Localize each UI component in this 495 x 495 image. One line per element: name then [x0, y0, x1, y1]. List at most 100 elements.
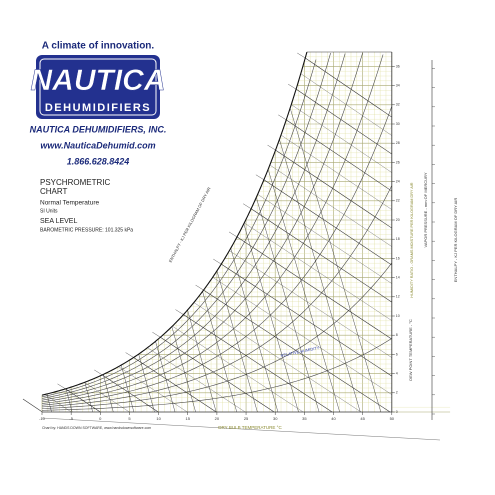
y-tick-label: 2: [396, 391, 398, 395]
x-tick-label: 50: [390, 416, 395, 421]
enthalpy-line: [84, 382, 130, 413]
enthalpy-line: [193, 302, 362, 413]
enthalpy-line: [236, 236, 392, 340]
enthalpy-line: [280, 134, 392, 210]
phone: 1.866.628.8424: [67, 156, 130, 166]
volume-line: [243, 223, 299, 413]
x-tick-label: 15: [186, 416, 191, 421]
enthalpy-scale-line: [243, 203, 252, 209]
enthalpy-line: [172, 326, 304, 413]
x-tick-label: 30: [273, 416, 278, 421]
enthalpy-line: [160, 336, 275, 413]
y-tick-label: 14: [396, 276, 400, 280]
company: NAUTICA DEHUMIDIFIERS, INC.: [30, 124, 167, 134]
x-tick-label: 35: [302, 416, 307, 421]
x-tick-label: 25: [244, 416, 249, 421]
volume-line: [65, 388, 73, 413]
enthalpy-scale-line: [175, 309, 184, 315]
enthalpy-scale-line: [297, 52, 306, 59]
logo-brand: NAUTICA: [31, 64, 166, 97]
volume-line: [155, 341, 176, 413]
rh-curve: [41, 106, 393, 406]
enthalpy-scale-line: [125, 352, 134, 358]
enthalpy-line: [295, 88, 392, 155]
rh-curve: [41, 52, 363, 403]
units: SI Units: [40, 208, 58, 214]
rh-curve: [41, 185, 393, 408]
enthalpy-scale-line: [228, 231, 238, 238]
enthalpy-line: [229, 250, 392, 358]
vapor-pressure-label: VAPOR PRESSURE - mm OF MERCURY: [423, 172, 428, 247]
enthalpy-scale-line: [57, 383, 66, 390]
enthalpy-line: [291, 104, 392, 173]
enthalpy-line: [300, 73, 392, 136]
enthalpy-line: [65, 388, 101, 413]
y-tick-label: 36: [396, 64, 400, 68]
volume-line: [256, 197, 320, 413]
enthalpy-line: [118, 366, 188, 413]
rh-curve: [41, 54, 384, 404]
enthalpy-line: [250, 208, 392, 303]
website: www.NauticaDehumid.com: [40, 140, 155, 150]
volume-line: [46, 393, 52, 413]
logo-border: [39, 58, 157, 116]
y-tick-label: 34: [396, 84, 400, 88]
chart-title: PSYCHROMETRIC: [40, 178, 110, 187]
y-tick-label: 4: [396, 372, 398, 376]
y-tick-label: 0: [396, 410, 398, 414]
y-tick-label: 26: [396, 160, 400, 164]
enthalpy-scale-line: [287, 83, 297, 90]
enthalpy-right-label: ENTHALPY - KJ PER KILOGRAM OF DRY AIR: [453, 198, 458, 283]
base-diagonal: [41, 417, 441, 441]
psychrometric-chart: -10 -5 0 5 10 15 20 25 30 35 40 45 50024681012141618…: [22, 51, 451, 441]
y-tick-label: 22: [396, 199, 400, 203]
enthalpy-line: [286, 119, 392, 192]
y-tick-label: 30: [396, 122, 400, 126]
x-tick-label: 45: [360, 416, 365, 421]
credit: Chart by: HANDS DOWN SOFTWARE, www.hands…: [42, 426, 151, 430]
y-tick-label: 8: [396, 333, 398, 337]
enthalpy-scale-line: [267, 144, 276, 151]
enthalpy-line: [44, 394, 72, 413]
y-tick-label: 32: [396, 103, 400, 107]
rh-curve: [41, 53, 331, 399]
y-tick-label: 12: [396, 295, 400, 299]
enthalpy-line: [244, 222, 392, 321]
dew-point-label: DEW POINT TEMPERATURE - °C: [408, 319, 413, 381]
volume-line: [202, 291, 238, 413]
enthalpy-line: [275, 149, 392, 229]
volume-line: [187, 309, 217, 413]
logo-subtitle: DEHUMIDIFIERS: [45, 102, 151, 114]
enthalpy-scale-line: [255, 174, 265, 180]
dry-bulb-label: DRY BULB TEMPERATURE °C: [218, 425, 282, 430]
volume-line: [267, 169, 340, 413]
enthalpy-line: [133, 357, 217, 413]
y-tick-label: 16: [396, 256, 400, 260]
volume-line: [138, 354, 155, 413]
x-tick-label: -10: [39, 416, 46, 421]
enthalpy-line: [183, 314, 333, 413]
rh-curve: [41, 262, 393, 409]
y-tick-label: 10: [396, 314, 400, 318]
enthalpy-line: [212, 277, 392, 395]
volume-line: [171, 326, 196, 413]
x-tick-label: -5: [69, 416, 73, 421]
y-tick-label: 24: [396, 180, 400, 184]
enthalpy-line: [305, 57, 392, 118]
x-tick-label: 20: [215, 416, 220, 421]
enthalpy-scale-line: [152, 332, 161, 338]
volume-line: [230, 248, 279, 413]
y-tick-label: 28: [396, 141, 400, 145]
x-tick-label: 40: [331, 416, 336, 421]
enthalpy-line: [102, 374, 159, 413]
volume-line: [120, 365, 135, 413]
y-tick-label: 20: [396, 218, 400, 222]
enthalpy-scale-line: [213, 258, 222, 265]
y-tick-label: 18: [396, 237, 400, 241]
enthalpy-line: [221, 263, 392, 377]
temperature-range: Normal Temperature: [40, 200, 100, 207]
enthalpy-line: [263, 179, 392, 266]
volume-line: [84, 382, 93, 413]
pressure: BAROMETRIC PRESSURE: 101.325 kPa: [40, 227, 133, 233]
x-tick-label: 5: [128, 416, 131, 421]
